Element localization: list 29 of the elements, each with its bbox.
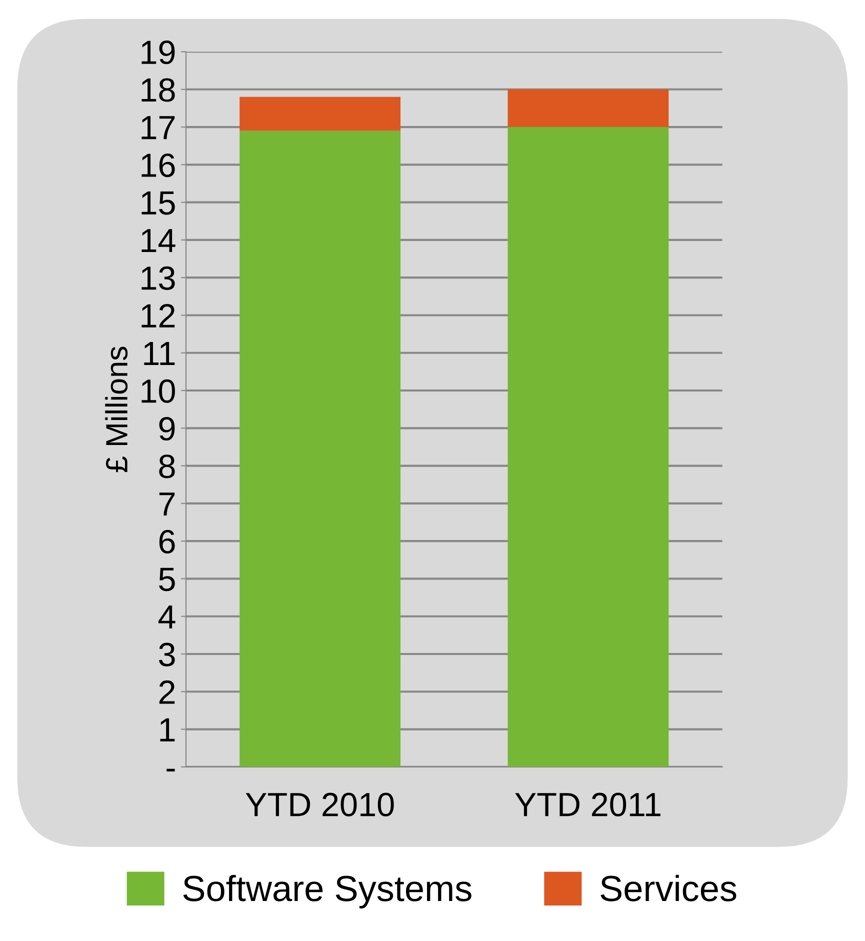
- y-tick-label: 5: [159, 568, 175, 592]
- y-tick-label: 6: [159, 530, 175, 554]
- y-tick-label: 13: [142, 266, 175, 290]
- y-tick-label: 18: [142, 78, 175, 102]
- y-axis-title: £ Millions: [105, 346, 128, 472]
- bar: [508, 89, 669, 128]
- y-tick-label: 2: [159, 680, 175, 704]
- bar: [240, 130, 400, 767]
- y-tick-label: 9: [159, 416, 175, 441]
- x-tick-label: YTD 2010: [246, 792, 394, 816]
- y-tick-label: -: [166, 768, 175, 772]
- y-tick-label: 4: [158, 606, 176, 628]
- y-tick-label: 16: [142, 153, 175, 178]
- y-tick-label: 19: [142, 40, 175, 64]
- legend-label: Services: [600, 874, 736, 902]
- bar: [240, 96, 400, 131]
- y-tick-label: 11: [144, 342, 175, 365]
- y-tick-label: 1: [160, 718, 175, 742]
- y-tick-label: 10: [142, 379, 175, 403]
- y-tick-label: 12: [142, 304, 175, 328]
- y-tick-label: 17: [142, 116, 175, 140]
- y-tick-label: 3: [158, 642, 175, 666]
- x-tick-label: YTD 2011: [515, 792, 660, 816]
- y-tick-label: 7: [159, 492, 175, 516]
- y-tick-label: 15: [142, 191, 175, 215]
- y-tick-label: 8: [159, 454, 175, 478]
- y-tick-label: 14: [142, 229, 176, 252]
- bar: [508, 127, 669, 767]
- legend-label: Software Systems: [183, 874, 472, 908]
